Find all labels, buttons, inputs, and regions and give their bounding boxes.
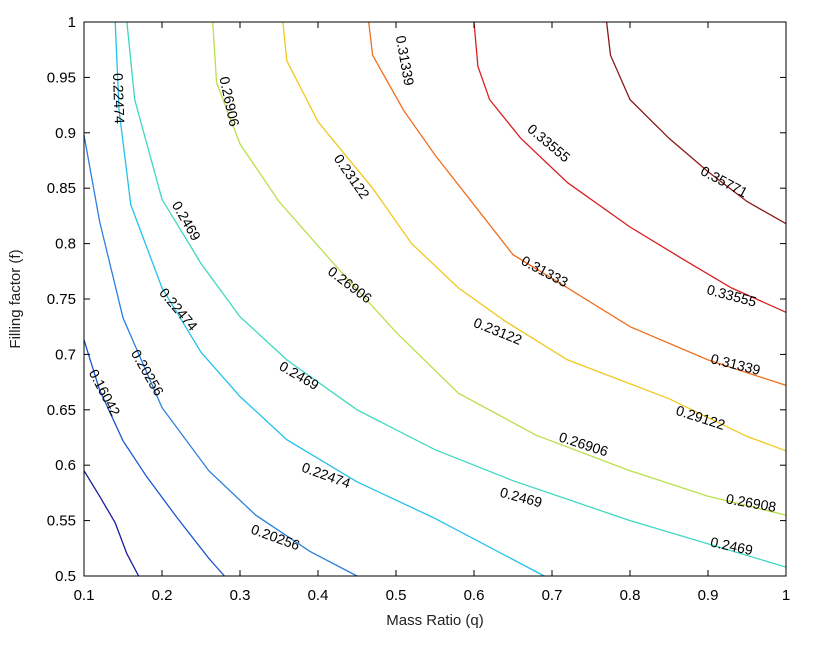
y-tick-label: 0.95 — [47, 69, 76, 86]
x-tick-label: 1 — [782, 587, 790, 604]
contour-line-2 — [83, 339, 225, 577]
y-axis-label: Filling factor (f) — [7, 249, 24, 348]
y-tick-label: 0.85 — [47, 180, 76, 197]
contour-label: 0.22474 — [110, 73, 128, 124]
y-tick-label: 0.5 — [55, 568, 76, 585]
x-tick-label: 0.1 — [74, 587, 95, 604]
x-tick-label: 0.5 — [386, 587, 407, 604]
contour-line-4 — [114, 21, 545, 577]
y-tick-label: 0.8 — [55, 236, 76, 253]
x-tick-label: 0.7 — [542, 587, 563, 604]
contour-line-10 — [605, 21, 787, 225]
y-tick-label: 0.7 — [55, 346, 76, 363]
x-tick-label: 0.8 — [620, 587, 641, 604]
y-axis-ticks: 0.5 0.55 0.6 0.65 0.7 0.75 0.8 0.85 0.9 0.95 1 — [47, 14, 786, 585]
contour-lines — [83, 21, 787, 577]
x-tick-label: 0.3 — [230, 587, 251, 604]
y-tick-label: 0.65 — [47, 402, 76, 419]
contour-line-8 — [368, 21, 787, 387]
y-tick-label: 0.9 — [55, 125, 76, 142]
x-tick-label: 0.9 — [698, 587, 719, 604]
x-axis-ticks: 0.1 0.2 0.3 0.4 0.5 0.6 0.7 0.8 0.9 1 — [74, 22, 790, 604]
y-tick-label: 1 — [68, 14, 76, 31]
contour-line-5 — [126, 21, 787, 568]
y-tick-label: 0.75 — [47, 291, 76, 308]
x-tick-label: 0.2 — [152, 587, 173, 604]
contour-line-6 — [212, 21, 787, 516]
y-tick-label: 0.6 — [55, 457, 76, 474]
contour-line-1 — [83, 470, 140, 577]
contour-line-7 — [282, 21, 787, 452]
y-tick-label: 0.55 — [47, 513, 76, 530]
x-tick-label: 0.6 — [464, 587, 485, 604]
x-axis-label: Mass Ratio (q) — [386, 612, 484, 629]
contour-line-3 — [83, 134, 358, 577]
x-tick-label: 0.4 — [308, 587, 329, 604]
contour-line-9 — [473, 21, 787, 313]
